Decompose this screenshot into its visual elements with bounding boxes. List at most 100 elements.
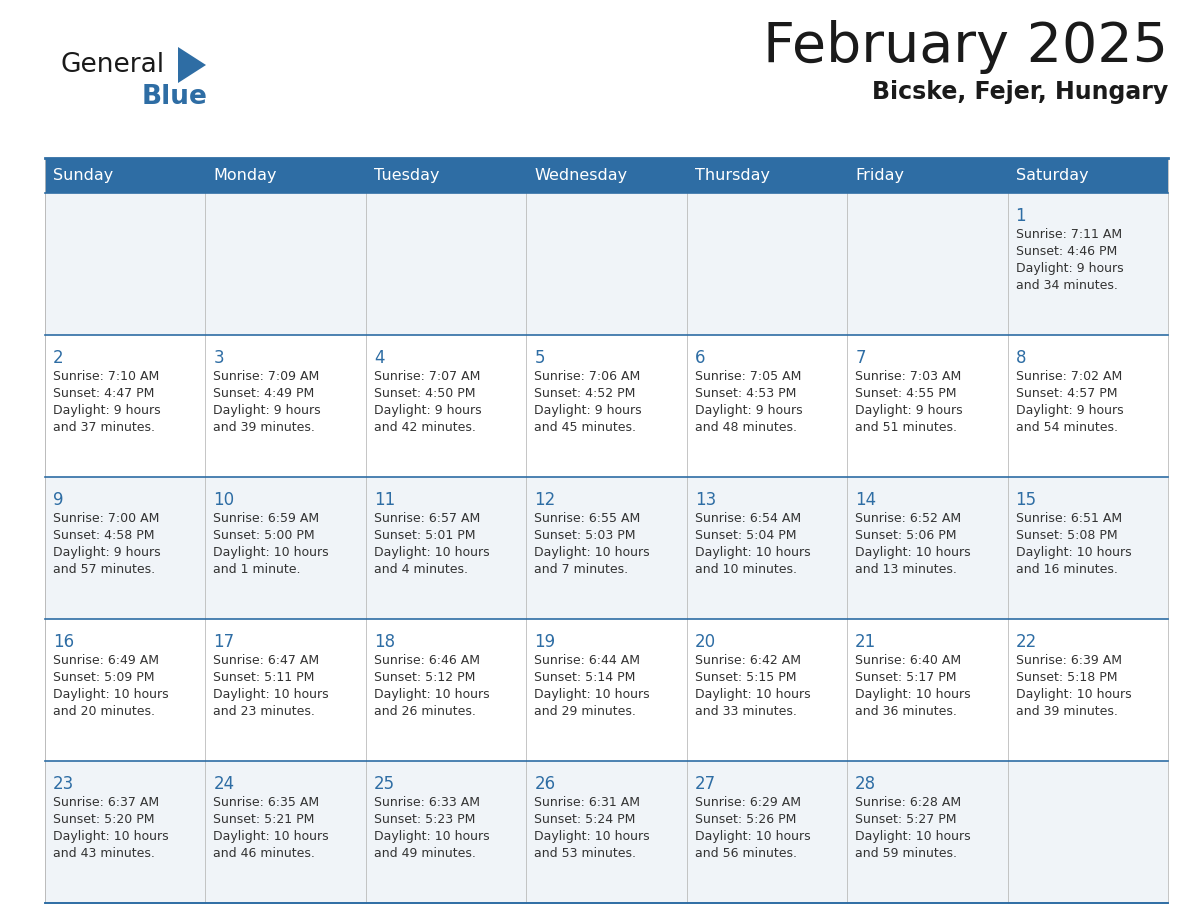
Text: and 13 minutes.: and 13 minutes. <box>855 563 958 576</box>
Text: Sunset: 5:00 PM: Sunset: 5:00 PM <box>214 529 315 542</box>
Text: Daylight: 10 hours: Daylight: 10 hours <box>374 830 489 843</box>
Text: Sunrise: 6:31 AM: Sunrise: 6:31 AM <box>535 796 640 809</box>
Text: Sunrise: 7:09 AM: Sunrise: 7:09 AM <box>214 370 320 383</box>
Text: 24: 24 <box>214 775 234 793</box>
Polygon shape <box>178 47 206 83</box>
Text: Sunrise: 7:10 AM: Sunrise: 7:10 AM <box>53 370 159 383</box>
Text: Daylight: 10 hours: Daylight: 10 hours <box>535 688 650 701</box>
Text: Sunset: 5:23 PM: Sunset: 5:23 PM <box>374 813 475 826</box>
Text: and 23 minutes.: and 23 minutes. <box>214 705 315 718</box>
Text: Sunset: 5:12 PM: Sunset: 5:12 PM <box>374 671 475 684</box>
Text: Sunset: 4:46 PM: Sunset: 4:46 PM <box>1016 245 1117 258</box>
Text: Sunrise: 6:28 AM: Sunrise: 6:28 AM <box>855 796 961 809</box>
Text: Daylight: 9 hours: Daylight: 9 hours <box>1016 262 1123 275</box>
Bar <box>687 158 847 193</box>
Text: and 43 minutes.: and 43 minutes. <box>53 847 154 860</box>
Bar <box>45 158 206 193</box>
Text: Sunset: 5:18 PM: Sunset: 5:18 PM <box>1016 671 1117 684</box>
Text: 7: 7 <box>855 349 866 367</box>
Text: and 16 minutes.: and 16 minutes. <box>1016 563 1118 576</box>
Text: and 54 minutes.: and 54 minutes. <box>1016 421 1118 434</box>
Text: and 46 minutes.: and 46 minutes. <box>214 847 315 860</box>
Bar <box>366 158 526 193</box>
Text: Thursday: Thursday <box>695 168 770 183</box>
Text: Daylight: 10 hours: Daylight: 10 hours <box>855 830 971 843</box>
Text: Sunset: 5:03 PM: Sunset: 5:03 PM <box>535 529 636 542</box>
Text: Sunrise: 7:00 AM: Sunrise: 7:00 AM <box>53 512 159 525</box>
Text: Sunrise: 7:02 AM: Sunrise: 7:02 AM <box>1016 370 1121 383</box>
Bar <box>206 158 366 193</box>
Text: Daylight: 10 hours: Daylight: 10 hours <box>53 830 169 843</box>
Text: 20: 20 <box>695 633 716 651</box>
Text: Sunrise: 6:57 AM: Sunrise: 6:57 AM <box>374 512 480 525</box>
Text: Sunset: 5:06 PM: Sunset: 5:06 PM <box>855 529 956 542</box>
Text: Sunset: 5:09 PM: Sunset: 5:09 PM <box>53 671 154 684</box>
Text: 1: 1 <box>1016 207 1026 225</box>
Text: Daylight: 10 hours: Daylight: 10 hours <box>214 688 329 701</box>
Text: and 57 minutes.: and 57 minutes. <box>53 563 156 576</box>
Text: 23: 23 <box>53 775 74 793</box>
Text: Wednesday: Wednesday <box>535 168 627 183</box>
Text: Sunrise: 6:37 AM: Sunrise: 6:37 AM <box>53 796 159 809</box>
Text: February 2025: February 2025 <box>763 20 1168 74</box>
Text: Sunset: 5:04 PM: Sunset: 5:04 PM <box>695 529 796 542</box>
Text: Daylight: 10 hours: Daylight: 10 hours <box>695 688 810 701</box>
Text: Daylight: 9 hours: Daylight: 9 hours <box>53 546 160 559</box>
Text: 27: 27 <box>695 775 716 793</box>
Bar <box>526 158 687 193</box>
Text: Daylight: 10 hours: Daylight: 10 hours <box>374 688 489 701</box>
Text: Sunrise: 7:11 AM: Sunrise: 7:11 AM <box>1016 228 1121 241</box>
Text: Sunrise: 7:07 AM: Sunrise: 7:07 AM <box>374 370 480 383</box>
Text: 10: 10 <box>214 491 234 509</box>
Text: Sunset: 4:52 PM: Sunset: 4:52 PM <box>535 387 636 400</box>
Bar <box>45 619 1168 761</box>
Text: Sunrise: 6:42 AM: Sunrise: 6:42 AM <box>695 654 801 667</box>
Text: and 39 minutes.: and 39 minutes. <box>1016 705 1118 718</box>
Text: 13: 13 <box>695 491 716 509</box>
Text: 8: 8 <box>1016 349 1026 367</box>
Text: Daylight: 10 hours: Daylight: 10 hours <box>855 688 971 701</box>
Text: Sunset: 4:53 PM: Sunset: 4:53 PM <box>695 387 796 400</box>
Text: 28: 28 <box>855 775 877 793</box>
Bar <box>847 158 1007 193</box>
Text: Sunset: 5:15 PM: Sunset: 5:15 PM <box>695 671 796 684</box>
Text: Bicske, Fejer, Hungary: Bicske, Fejer, Hungary <box>872 80 1168 104</box>
Text: Sunrise: 7:06 AM: Sunrise: 7:06 AM <box>535 370 640 383</box>
Text: and 42 minutes.: and 42 minutes. <box>374 421 475 434</box>
Text: 3: 3 <box>214 349 225 367</box>
Text: Sunrise: 6:47 AM: Sunrise: 6:47 AM <box>214 654 320 667</box>
Text: Sunrise: 7:03 AM: Sunrise: 7:03 AM <box>855 370 961 383</box>
Text: Blue: Blue <box>143 84 208 110</box>
Text: and 53 minutes.: and 53 minutes. <box>535 847 637 860</box>
Text: 2: 2 <box>53 349 64 367</box>
Text: Sunrise: 7:05 AM: Sunrise: 7:05 AM <box>695 370 801 383</box>
Text: Sunrise: 6:59 AM: Sunrise: 6:59 AM <box>214 512 320 525</box>
Text: Sunset: 4:55 PM: Sunset: 4:55 PM <box>855 387 956 400</box>
Text: 11: 11 <box>374 491 396 509</box>
Text: and 39 minutes.: and 39 minutes. <box>214 421 315 434</box>
Bar <box>45 761 1168 903</box>
Bar <box>45 193 1168 335</box>
Text: 16: 16 <box>53 633 74 651</box>
Text: 18: 18 <box>374 633 394 651</box>
Text: Daylight: 9 hours: Daylight: 9 hours <box>214 404 321 417</box>
Text: Daylight: 9 hours: Daylight: 9 hours <box>53 404 160 417</box>
Bar <box>45 477 1168 619</box>
Text: Sunrise: 6:39 AM: Sunrise: 6:39 AM <box>1016 654 1121 667</box>
Text: Sunset: 4:57 PM: Sunset: 4:57 PM <box>1016 387 1117 400</box>
Text: and 7 minutes.: and 7 minutes. <box>535 563 628 576</box>
Text: and 26 minutes.: and 26 minutes. <box>374 705 475 718</box>
Text: Daylight: 10 hours: Daylight: 10 hours <box>535 546 650 559</box>
Bar <box>1007 158 1168 193</box>
Text: 9: 9 <box>53 491 63 509</box>
Text: Tuesday: Tuesday <box>374 168 440 183</box>
Text: and 29 minutes.: and 29 minutes. <box>535 705 636 718</box>
Text: and 10 minutes.: and 10 minutes. <box>695 563 797 576</box>
Text: Daylight: 10 hours: Daylight: 10 hours <box>695 830 810 843</box>
Text: General: General <box>61 52 164 78</box>
Text: and 20 minutes.: and 20 minutes. <box>53 705 154 718</box>
Text: 5: 5 <box>535 349 545 367</box>
Text: 21: 21 <box>855 633 877 651</box>
Text: Sunset: 4:49 PM: Sunset: 4:49 PM <box>214 387 315 400</box>
Text: Sunrise: 6:55 AM: Sunrise: 6:55 AM <box>535 512 640 525</box>
